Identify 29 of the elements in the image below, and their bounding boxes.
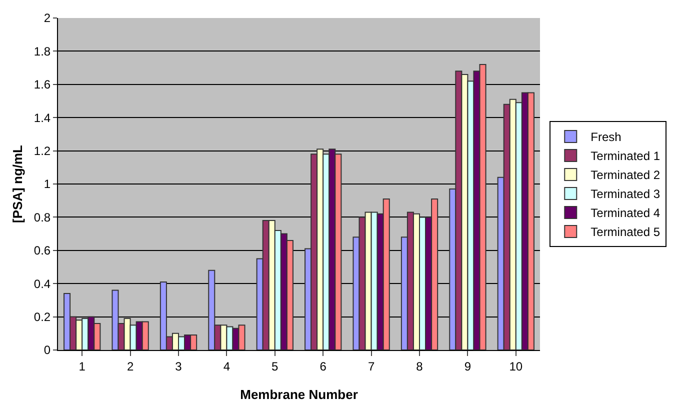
y-tick-label: 2 (44, 11, 51, 26)
x-tick-label: 9 (464, 359, 472, 374)
x-tick-label: 7 (368, 359, 375, 374)
y-tick-label: 1.8 (34, 44, 51, 58)
x-tick-label: 3 (175, 359, 182, 374)
y-tick-label: 0.6 (34, 244, 51, 258)
y-tick-label: 1.6 (34, 78, 51, 92)
x-tick-label: 6 (320, 359, 327, 374)
legend-label: Terminated 3 (590, 187, 660, 202)
x-tick-label: 10 (509, 359, 523, 374)
x-tick-label: 1 (78, 359, 86, 374)
legend-label: Terminated 5 (590, 225, 660, 240)
y-axis-title: [PSA] ng/mL (10, 144, 25, 223)
y-tick-label: 0 (44, 343, 51, 358)
x-tick-label: 4 (223, 359, 230, 374)
y-tick-label: 1 (44, 177, 51, 192)
y-tick-label: 0.8 (34, 210, 51, 224)
x-tick-label: 2 (126, 359, 134, 374)
legend-label: Terminated 4 (590, 206, 660, 220)
x-tick-label: 5 (272, 359, 279, 374)
legend-label: Terminated 2 (590, 168, 660, 182)
y-tick-label: 1.4 (34, 110, 51, 125)
y-tick-label: 0.4 (34, 276, 51, 291)
legend-label: Terminated 1 (590, 149, 660, 164)
x-axis-title: Membrane Number (240, 387, 358, 402)
y-tick-label: 0.2 (34, 310, 51, 324)
x-tick-label: 8 (416, 359, 424, 374)
y-tick-label: 1.2 (34, 144, 51, 158)
legend-label: Fresh (590, 130, 622, 144)
